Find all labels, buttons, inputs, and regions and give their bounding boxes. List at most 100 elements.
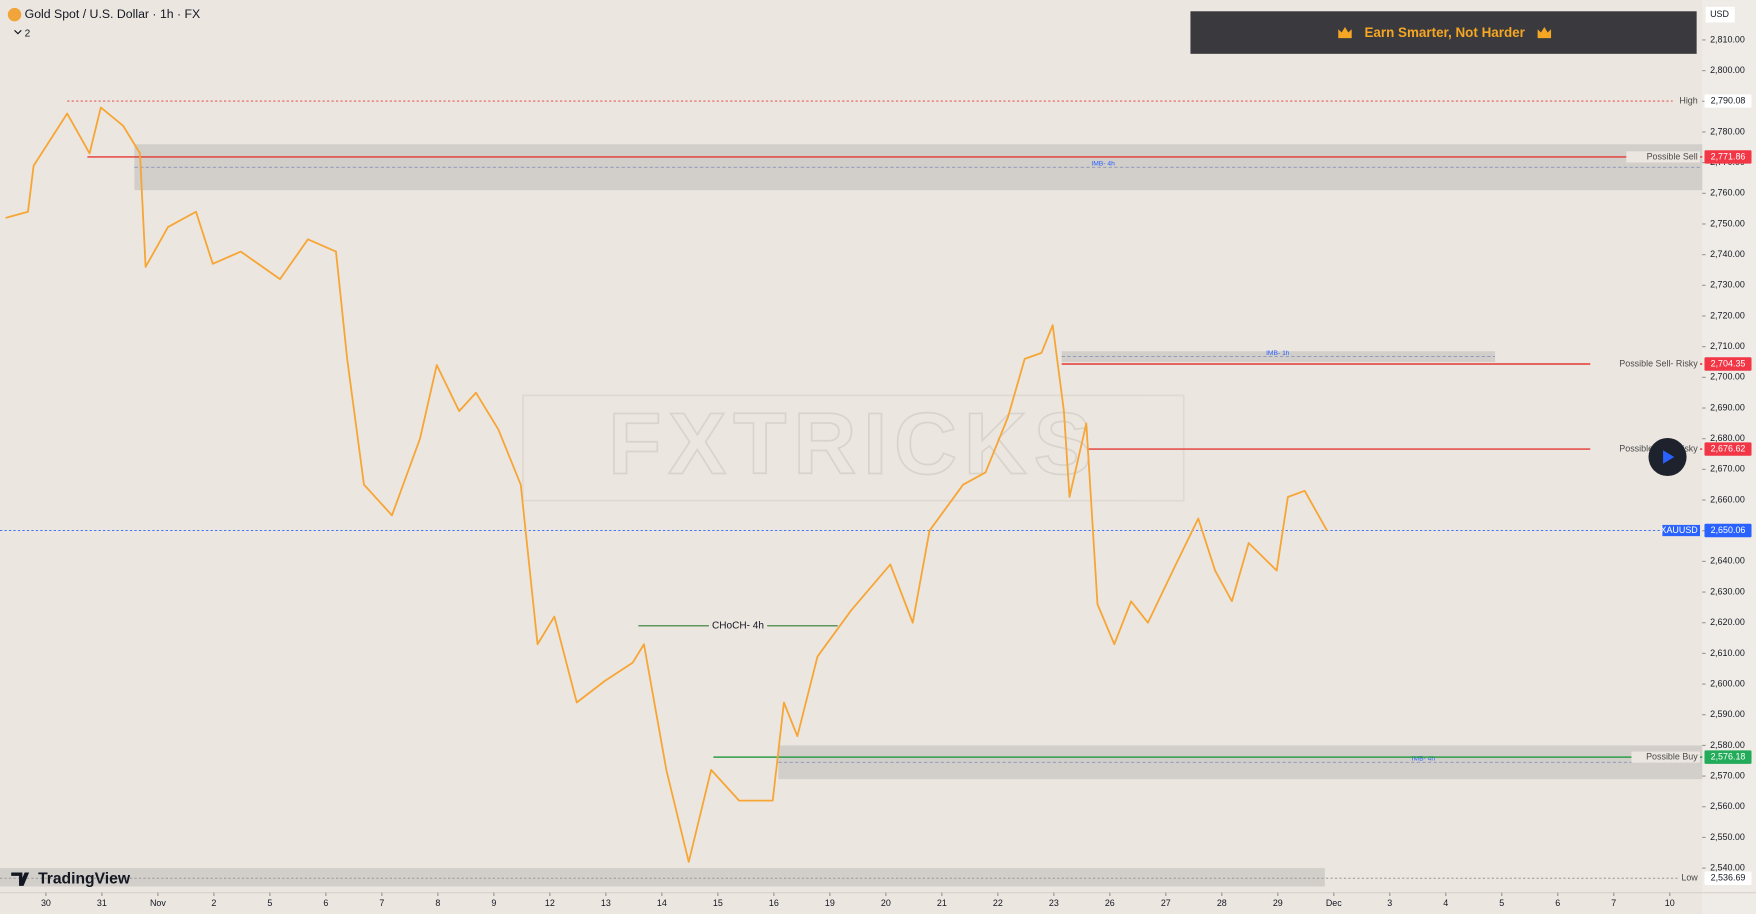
level-label: High xyxy=(1679,95,1697,105)
y-tick-label: 2,670.00 xyxy=(1710,464,1745,474)
y-tick-label: 2,610.00 xyxy=(1710,648,1745,658)
x-tick-label: 12 xyxy=(545,898,555,908)
x-tick-label: 6 xyxy=(1555,898,1560,908)
y-tick-label: 2,660.00 xyxy=(1710,494,1745,504)
x-tick-label: 13 xyxy=(601,898,611,908)
price-box-label: 2,536.69 xyxy=(1711,873,1746,883)
level-label-bg xyxy=(1590,443,1701,455)
x-tick-label: 5 xyxy=(1499,898,1504,908)
y-tick-label: 2,620.00 xyxy=(1710,617,1745,627)
x-tick-label: Nov xyxy=(150,898,166,908)
y-tick-label: 2,590.00 xyxy=(1710,709,1745,719)
level-label: Possible Sell xyxy=(1647,151,1698,161)
y-tick-label: 2,800.00 xyxy=(1710,65,1745,75)
y-tick-label: 2,750.00 xyxy=(1710,218,1745,228)
x-tick-label: 26 xyxy=(1105,898,1115,908)
x-tick-label: 31 xyxy=(97,898,107,908)
y-tick-label: 2,540.00 xyxy=(1710,862,1745,872)
x-tick-label: 9 xyxy=(491,898,496,908)
x-tick-label: 30 xyxy=(41,898,51,908)
y-tick-label: 2,560.00 xyxy=(1710,801,1745,811)
x-tick-label: 10 xyxy=(1665,898,1675,908)
banner xyxy=(1190,11,1697,54)
zone xyxy=(0,868,1325,887)
level-label: Low xyxy=(1681,873,1698,883)
level-label-bg xyxy=(1590,358,1701,370)
price-box-label: 2,704.35 xyxy=(1711,358,1746,368)
y-tick-label: 2,720.00 xyxy=(1710,310,1745,320)
banner-text: Earn Smarter, Not Harder xyxy=(1364,25,1525,40)
brand: TradingView xyxy=(38,870,131,887)
collapse-icon[interactable] xyxy=(14,29,22,35)
crown-icon xyxy=(1338,26,1352,39)
x-tick-label: 7 xyxy=(379,898,384,908)
level-label-bg xyxy=(1672,95,1701,107)
price-box-label: 2,771.86 xyxy=(1711,151,1746,161)
y-tick-label: 2,680.00 xyxy=(1710,433,1745,443)
price-box xyxy=(1704,871,1752,885)
price-box xyxy=(1704,442,1752,456)
zones: IMB- 4h IMB- 1h IMB- 4h xyxy=(0,144,1703,887)
x-tick-label: Dec xyxy=(1326,898,1342,908)
symbol-title: Gold Spot / U.S. Dollar · 1h · FX xyxy=(25,7,201,21)
level-label-bg xyxy=(1677,872,1701,884)
level-label: Possible Buy xyxy=(1646,751,1698,761)
price-box xyxy=(1704,150,1752,164)
level-label-bg xyxy=(1662,524,1701,537)
x-tick-label: 4 xyxy=(1443,898,1448,908)
y-tick-label: 2,580.00 xyxy=(1710,740,1745,750)
price-box xyxy=(1704,357,1752,371)
price-box-label: 2,650.06 xyxy=(1711,525,1746,535)
y-tick-label: 2,810.00 xyxy=(1710,34,1745,44)
x-tick-label: 19 xyxy=(825,898,835,908)
watermark-text: FXTRICKS xyxy=(608,394,1098,492)
x-tick-label: 27 xyxy=(1161,898,1171,908)
x-tick-label: 8 xyxy=(435,898,440,908)
y-tick-label: 2,760.00 xyxy=(1710,188,1745,198)
level-label: Possible Sell- Risky xyxy=(1619,358,1698,368)
watermark: FXTRICKS xyxy=(522,394,1185,502)
indicator-count[interactable]: 2 xyxy=(25,28,31,39)
y-tick-label: 2,710.00 xyxy=(1710,341,1745,351)
level-label-bg xyxy=(1626,151,1701,163)
brand-logo xyxy=(11,872,30,886)
x-tick-label: 21 xyxy=(937,898,947,908)
choch-label-bg xyxy=(708,619,768,633)
x-tick-label: 23 xyxy=(1049,898,1059,908)
zone xyxy=(1061,351,1496,363)
level-label-bg xyxy=(1631,751,1701,763)
symbol-icon xyxy=(7,7,22,22)
zone-label: IMB- 4h xyxy=(1091,161,1115,168)
y-tick-label: 2,630.00 xyxy=(1710,586,1745,596)
price-box xyxy=(1704,750,1752,764)
x-tick-label: 16 xyxy=(769,898,779,908)
price-box-label: 2,790.08 xyxy=(1711,95,1746,105)
x-tick-label: 22 xyxy=(993,898,1003,908)
x-tick-label: 28 xyxy=(1217,898,1227,908)
y-tick-label: 2,740.00 xyxy=(1710,249,1745,259)
y-tick-label: 2,730.00 xyxy=(1710,280,1745,290)
watermark-frame xyxy=(522,394,1185,502)
price-box xyxy=(1704,94,1752,108)
x-tick-label: 5 xyxy=(267,898,272,908)
price-line xyxy=(5,106,1328,863)
zone-label: IMB- 1h xyxy=(1266,350,1290,357)
choch-label: CHoCH- 4h xyxy=(712,620,764,631)
currency: USD xyxy=(1710,9,1729,19)
x-tick-label: 20 xyxy=(881,898,891,908)
x-tick-label: 6 xyxy=(323,898,328,908)
x-tick-label: 14 xyxy=(657,898,667,908)
y-tick-label: 2,600.00 xyxy=(1710,678,1745,688)
y-tick-label: 2,640.00 xyxy=(1710,556,1745,566)
price-box-label: 2,576.18 xyxy=(1711,751,1746,761)
crown-icon xyxy=(1537,26,1552,39)
currency-box xyxy=(1705,6,1735,23)
x-tick-label: 2 xyxy=(211,898,216,908)
x-tick-label: 7 xyxy=(1611,898,1616,908)
play-icon xyxy=(1663,450,1675,464)
y-tick-label: 2,780.00 xyxy=(1710,126,1745,136)
level-label: XAUUSD xyxy=(1661,525,1699,535)
y-tick-label: 2,690.00 xyxy=(1710,402,1745,412)
